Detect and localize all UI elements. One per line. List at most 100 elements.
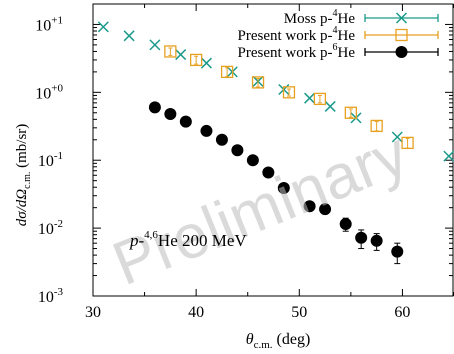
y-tick-label: 10-3 [38, 286, 64, 306]
error-bar [348, 108, 353, 118]
data-point [123, 30, 135, 42]
data-point [231, 144, 244, 157]
data-point [246, 154, 259, 167]
data-point [282, 86, 296, 99]
data-series [97, 21, 454, 265]
data-point [215, 133, 228, 146]
circle-marker [355, 231, 368, 244]
box-marker [282, 86, 296, 99]
box-marker [344, 106, 358, 119]
x-marker-stroke [304, 92, 316, 104]
box-marker [313, 92, 327, 106]
data-point [391, 131, 403, 143]
x-marker-stroke [391, 131, 403, 143]
series-circle [148, 101, 404, 265]
error-bar [405, 137, 410, 149]
circle-marker [179, 115, 192, 128]
data-point [304, 92, 316, 104]
data-point [175, 49, 187, 61]
legend-entry: Moss p-4He [284, 8, 439, 27]
circle-marker [164, 107, 177, 120]
circle-marker [370, 234, 383, 247]
legend-label: Present work p-4He [238, 25, 356, 44]
circle-marker [148, 101, 161, 114]
x-marker-stroke [395, 12, 408, 24]
x-marker-stroke [200, 57, 212, 69]
box-marker [395, 28, 408, 42]
data-point [200, 124, 213, 137]
y-tick-label: 10+0 [35, 82, 63, 102]
watermark: Preliminary [104, 119, 417, 299]
x-marker [391, 131, 403, 143]
data-point [189, 53, 203, 67]
data-point [277, 181, 290, 194]
data-point [339, 217, 352, 232]
error-bar [194, 55, 199, 65]
box-marker [370, 119, 383, 133]
data-point [200, 57, 212, 69]
circle-marker [200, 124, 213, 137]
x-marker-stroke [149, 39, 161, 51]
data-point [148, 101, 161, 114]
data-point [313, 92, 327, 106]
circle-marker [395, 46, 408, 58]
circle-marker [262, 166, 275, 179]
x-marker [324, 100, 336, 112]
data-point [370, 233, 383, 251]
circle-marker [319, 203, 332, 216]
error-bar [225, 67, 230, 78]
error-bar [286, 88, 291, 97]
data-point [149, 39, 161, 51]
data-point [251, 76, 265, 89]
data-point [355, 229, 368, 250]
plot-frame [92, 3, 454, 297]
data-point [443, 150, 454, 162]
data-point [97, 21, 109, 33]
legend-entry: Present work p-6He [238, 42, 439, 61]
x-marker [395, 12, 408, 24]
x-marker [443, 150, 454, 162]
data-point [370, 119, 383, 133]
legend-label: Moss p-4He [284, 8, 356, 27]
circle-marker [277, 181, 290, 194]
data-point [164, 107, 177, 120]
circle-marker [339, 217, 352, 230]
circle-marker [303, 200, 316, 213]
box-marker [164, 45, 177, 58]
circle-marker [215, 133, 228, 146]
axis-ticks: 30 40 50 60 10-3 10-2 10-1 10+0 10+1 [35, 3, 454, 321]
x-marker [149, 39, 161, 51]
y-tick-label: 10-1 [38, 150, 63, 170]
data-point [344, 106, 358, 119]
circle-marker [391, 245, 404, 258]
x-tick-label: 40 [188, 304, 204, 321]
x-tick-label: 50 [291, 304, 307, 321]
x-tick-label: 30 [85, 304, 101, 321]
x-marker [123, 30, 135, 42]
series-x [97, 21, 454, 162]
legend-label: Present work p-6He [238, 42, 356, 61]
x-tick-label: 60 [394, 304, 410, 321]
data-point [391, 242, 404, 265]
x-axis-label: θc.m. (deg) [246, 331, 311, 351]
data-point [262, 166, 275, 179]
data-point [164, 45, 177, 58]
error-bar [168, 47, 173, 56]
data-point [324, 100, 336, 112]
data-point [401, 136, 414, 150]
box-marker [401, 136, 414, 150]
series-box [164, 45, 414, 150]
box-marker [220, 65, 234, 79]
box-marker [189, 53, 203, 67]
x-marker [175, 49, 187, 61]
legend-entry: Present work p-4He [238, 25, 439, 44]
box-marker [251, 76, 265, 89]
data-point [179, 115, 192, 128]
x-marker [304, 92, 316, 104]
x-marker-stroke [324, 100, 336, 112]
data-point [220, 65, 234, 79]
circle-marker [246, 154, 259, 167]
error-bar [317, 94, 322, 104]
